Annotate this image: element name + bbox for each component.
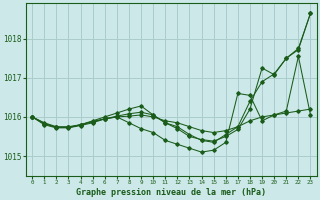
X-axis label: Graphe pression niveau de la mer (hPa): Graphe pression niveau de la mer (hPa) bbox=[76, 188, 266, 197]
